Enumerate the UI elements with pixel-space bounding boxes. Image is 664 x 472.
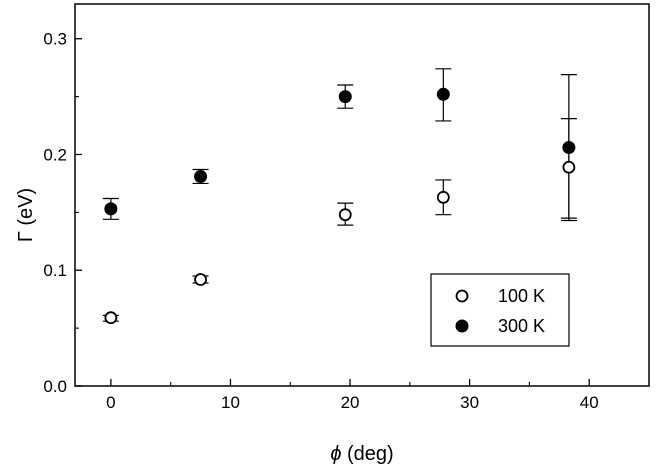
y-tick-label: 0.0 xyxy=(43,377,67,396)
point-300k xyxy=(194,169,208,183)
point-100k xyxy=(562,160,576,174)
point-300k xyxy=(436,87,450,101)
x-axis-label: ϕ (deg) xyxy=(330,443,393,465)
x-tick-label: 10 xyxy=(221,393,240,412)
point-300k xyxy=(104,202,118,216)
legend-marker-300k xyxy=(455,319,469,333)
point-300k xyxy=(562,141,576,155)
x-tick-label: 0 xyxy=(106,393,115,412)
point-100k xyxy=(436,190,450,204)
axis-tick-labels: 0 10 20 30 40 0.0 0.1 0.2 0.3 xyxy=(43,30,598,412)
legend-marker-100k xyxy=(455,289,469,303)
plot-frame xyxy=(74,3,650,387)
legend-label-100k: 100 K xyxy=(498,286,545,306)
y-axis-label: Γ (eV) xyxy=(15,188,37,242)
x-tick-label: 30 xyxy=(460,393,479,412)
axis-ticks xyxy=(75,38,590,387)
y-tick-label: 0.2 xyxy=(43,145,67,164)
y-tick-label: 0.3 xyxy=(43,30,67,49)
y-tick-label: 0.1 xyxy=(43,261,67,280)
data-points xyxy=(104,87,576,325)
legend-box xyxy=(430,273,570,347)
point-100k xyxy=(338,208,352,222)
legend-label-300k: 300 K xyxy=(498,316,545,336)
x-tick-label: 40 xyxy=(580,393,599,412)
x-tick-label: 20 xyxy=(341,393,360,412)
point-300k xyxy=(338,90,352,104)
point-100k xyxy=(194,273,207,286)
point-100k xyxy=(104,311,118,325)
legend: 100 K 300 K xyxy=(430,273,570,347)
